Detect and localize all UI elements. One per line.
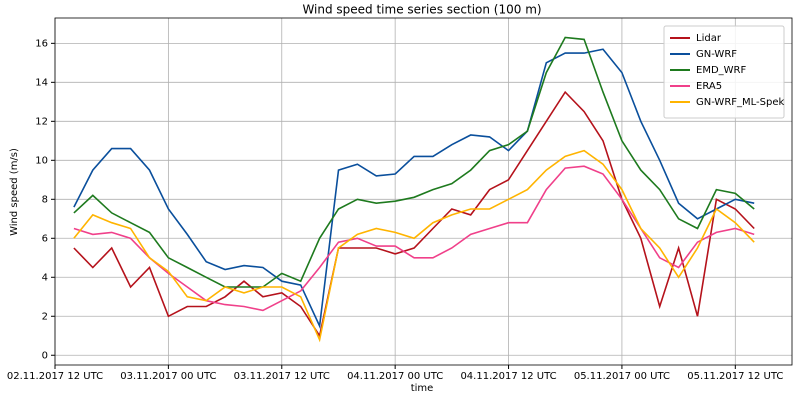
- y-tick-label: 6: [42, 233, 48, 244]
- y-tick-label: 0: [42, 350, 48, 361]
- x-tick-label: 04.11.2017 00 UTC: [347, 371, 443, 382]
- legend-label: EMD_WRF: [696, 65, 746, 76]
- legend-label: GN-WRF_ML-Spek: [696, 97, 785, 108]
- x-tick-label: 03.11.2017 12 UTC: [234, 371, 330, 382]
- legend-box: [663, 25, 785, 119]
- x-axis-label: time: [411, 383, 434, 394]
- y-tick-label: 10: [35, 155, 48, 166]
- legend-label: Lidar: [696, 33, 722, 44]
- y-tick-label: 8: [42, 194, 48, 205]
- series-line: [73, 149, 755, 343]
- x-tick-label: 04.11.2017 12 UTC: [460, 371, 556, 382]
- legend: Lidar GN-WRF EMD_WRF ERA5 GN-WRF_ML-Spek: [663, 25, 785, 119]
- series-line: [73, 48, 755, 329]
- y-tick-label: 4: [42, 272, 48, 283]
- x-tick-label: 05.11.2017 12 UTC: [687, 371, 783, 382]
- series-line: [73, 90, 755, 338]
- y-tick-label: 2: [42, 311, 48, 322]
- y-tick-label: 16: [35, 38, 48, 49]
- x-tick-label: 03.11.2017 00 UTC: [120, 371, 216, 382]
- y-tick-label: 14: [35, 77, 48, 88]
- legend-label: GN-WRF: [696, 49, 737, 60]
- legend-label: ERA5: [696, 81, 722, 92]
- y-axis-label: Wind speed (m/s): [9, 148, 20, 236]
- plot-frame: [54, 17, 793, 366]
- series-line: [73, 36, 755, 288]
- y-tick-label: 12: [35, 116, 48, 127]
- x-tick-label: 05.11.2017 00 UTC: [574, 371, 670, 382]
- x-tick-label: 02.11.2017 12 UTC: [7, 371, 103, 382]
- chart-title: Wind speed time series section (100 m): [302, 3, 541, 17]
